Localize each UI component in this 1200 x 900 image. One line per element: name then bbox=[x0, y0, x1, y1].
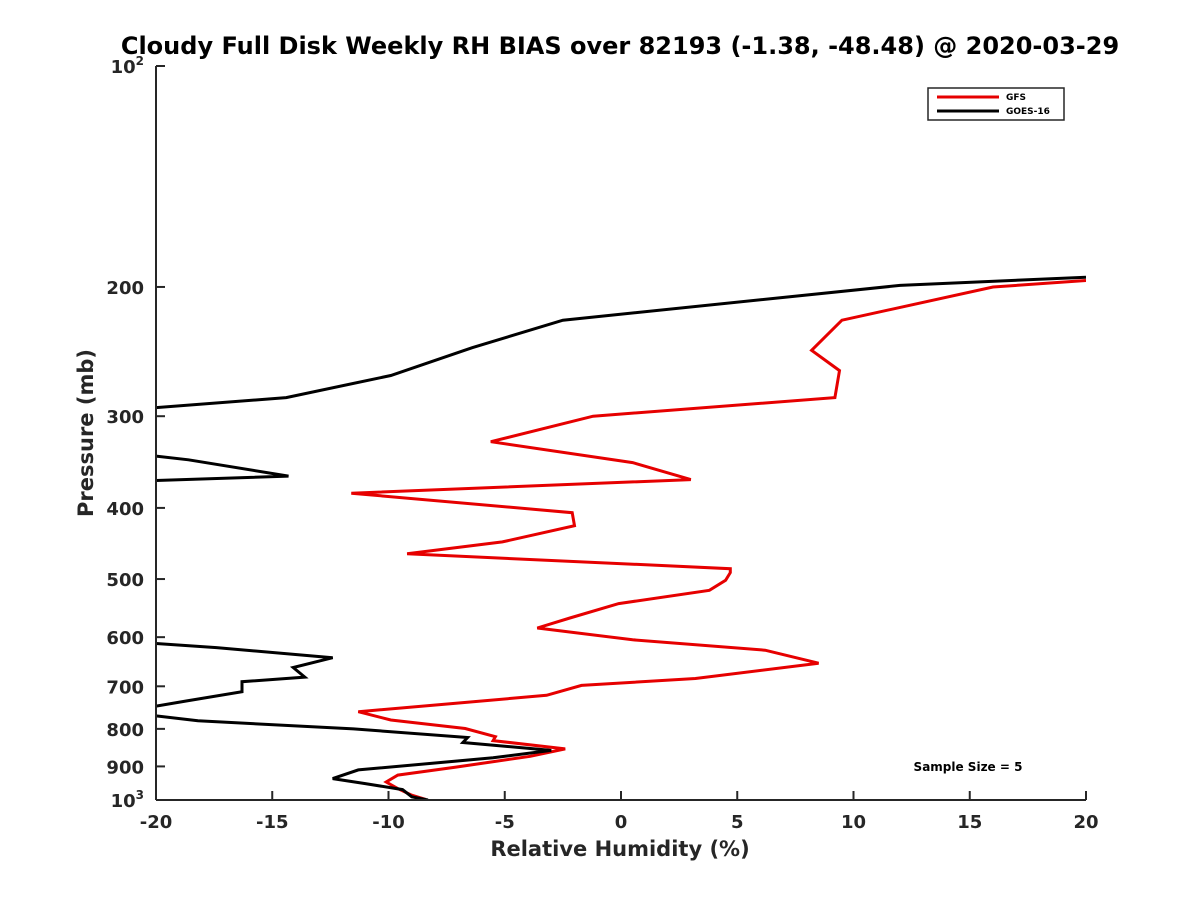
x-tick-label: 10 bbox=[841, 812, 866, 833]
series-line-goes16 bbox=[156, 275, 1086, 800]
y-tick-label: 600 bbox=[106, 628, 144, 649]
y-tick-label: 102 bbox=[111, 54, 144, 78]
x-tick-label: 15 bbox=[957, 812, 982, 833]
x-tick-label: 5 bbox=[731, 812, 744, 833]
x-tick-label: -20 bbox=[140, 812, 173, 833]
y-tick-label: 800 bbox=[106, 720, 144, 741]
y-axis-label: Pressure (mb) bbox=[74, 349, 98, 517]
legend-label-goes16: GOES-16 bbox=[1006, 107, 1050, 117]
series-layer bbox=[156, 275, 1086, 800]
y-tick-label: 900 bbox=[106, 757, 144, 778]
y-tick-label: 103 bbox=[111, 788, 144, 812]
legend-box bbox=[927, 87, 1065, 121]
x-tick-label: 20 bbox=[1073, 812, 1098, 833]
y-tick-label: 700 bbox=[106, 677, 144, 698]
y-tick-label: 400 bbox=[106, 499, 144, 520]
y-tick-label: 500 bbox=[106, 570, 144, 591]
y-tick-label: 200 bbox=[106, 278, 144, 299]
legend-label-gfs: GFS bbox=[1006, 93, 1026, 103]
x-axis-label: Relative Humidity (%) bbox=[490, 837, 749, 861]
legend: GFS GOES-16 bbox=[927, 87, 1065, 121]
series-line-gfs bbox=[351, 279, 1086, 800]
ticks: -20 -15 -10 -5 0 5 10 15 20 102 200 300 400 500 600 700… bbox=[106, 54, 1098, 833]
y-tick-label: 300 bbox=[106, 407, 144, 428]
chart-title: Cloudy Full Disk Weekly RH BIAS over 821… bbox=[121, 32, 1119, 60]
x-tick-label: -10 bbox=[372, 812, 405, 833]
x-tick-label: -15 bbox=[256, 812, 289, 833]
x-tick-label: -5 bbox=[495, 812, 515, 833]
x-tick-label: 0 bbox=[615, 812, 628, 833]
sample-size-annotation: Sample Size = 5 bbox=[914, 760, 1023, 774]
